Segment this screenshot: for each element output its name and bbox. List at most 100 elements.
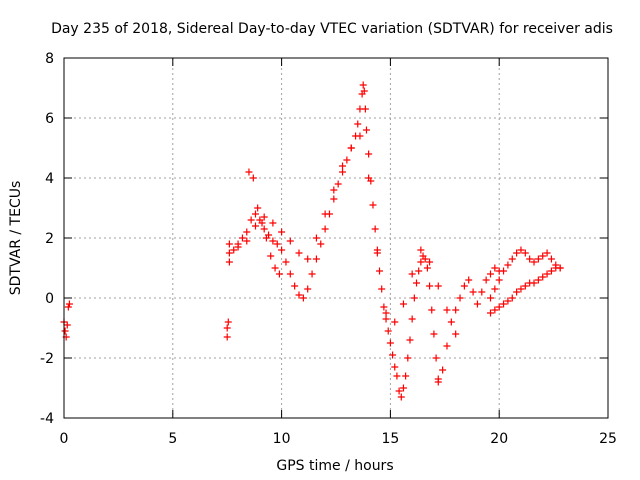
data-point bbox=[376, 267, 384, 275]
data-point bbox=[428, 306, 436, 314]
data-point bbox=[271, 264, 279, 272]
data-point bbox=[434, 282, 442, 290]
data-point bbox=[262, 234, 270, 242]
data-point bbox=[225, 249, 233, 257]
data-point bbox=[378, 285, 386, 293]
data-point bbox=[399, 384, 407, 392]
data-point bbox=[447, 318, 455, 326]
data-point bbox=[526, 255, 534, 263]
data-point bbox=[397, 393, 405, 401]
data-point bbox=[426, 258, 434, 266]
data-point bbox=[321, 225, 329, 233]
data-point bbox=[251, 210, 259, 218]
data-point bbox=[61, 327, 69, 335]
data-point bbox=[321, 210, 329, 218]
data-point bbox=[63, 321, 71, 329]
data-point bbox=[517, 246, 525, 254]
data-point bbox=[543, 249, 551, 257]
data-point bbox=[465, 276, 473, 284]
data-point bbox=[495, 276, 503, 284]
data-point bbox=[495, 303, 503, 311]
data-point bbox=[547, 267, 555, 275]
series-trace-e bbox=[245, 168, 283, 278]
data-point bbox=[299, 294, 307, 302]
data-point bbox=[273, 240, 281, 248]
data-point bbox=[547, 255, 555, 263]
y-tick-label: -4 bbox=[40, 411, 54, 427]
data-point bbox=[408, 270, 416, 278]
data-point bbox=[417, 246, 425, 254]
data-point bbox=[404, 354, 412, 362]
data-point bbox=[64, 303, 72, 311]
data-point bbox=[361, 105, 369, 113]
y-tick-label: 2 bbox=[45, 231, 54, 247]
data-point bbox=[491, 285, 499, 293]
data-point bbox=[295, 291, 303, 299]
data-point bbox=[413, 279, 421, 287]
data-point bbox=[543, 270, 551, 278]
data-point bbox=[295, 249, 303, 257]
data-point bbox=[534, 276, 542, 284]
y-axis-label: SDTVAR / TECUs bbox=[8, 181, 24, 296]
data-point bbox=[500, 267, 508, 275]
chart-title: Day 235 of 2018, Sidereal Day-to-day VTE… bbox=[51, 21, 613, 37]
data-point bbox=[513, 288, 521, 296]
data-point bbox=[504, 297, 512, 305]
data-point bbox=[508, 255, 516, 263]
data-point bbox=[382, 315, 390, 323]
data-point bbox=[491, 306, 499, 314]
data-point bbox=[452, 330, 460, 338]
data-point bbox=[369, 201, 377, 209]
data-point bbox=[539, 273, 547, 281]
x-tick-label: 25 bbox=[599, 431, 617, 447]
data-point bbox=[312, 234, 320, 242]
y-tick-label: 6 bbox=[45, 111, 54, 127]
series-trace-c bbox=[225, 81, 442, 401]
data-point bbox=[278, 246, 286, 254]
data-point bbox=[249, 174, 257, 182]
data-point bbox=[65, 300, 73, 308]
data-point bbox=[269, 219, 277, 227]
data-point bbox=[247, 216, 255, 224]
data-point bbox=[386, 339, 394, 347]
data-point bbox=[380, 303, 388, 311]
data-point bbox=[473, 300, 481, 308]
series-trace-h bbox=[486, 264, 564, 317]
x-tick-label: 20 bbox=[490, 431, 508, 447]
data-point bbox=[230, 246, 238, 254]
data-point bbox=[312, 255, 320, 263]
data-point bbox=[286, 237, 294, 245]
data-point bbox=[304, 255, 312, 263]
data-point bbox=[521, 249, 529, 257]
data-point bbox=[224, 318, 232, 326]
data-point bbox=[234, 243, 242, 251]
x-tick-label: 10 bbox=[273, 431, 291, 447]
data-point bbox=[339, 168, 347, 176]
series-trace-d bbox=[234, 132, 460, 338]
data-point bbox=[343, 156, 351, 164]
data-point bbox=[238, 234, 246, 242]
data-point bbox=[359, 81, 367, 89]
data-point bbox=[406, 336, 414, 344]
data-point bbox=[393, 372, 401, 380]
series-trace-b bbox=[223, 240, 233, 341]
data-point bbox=[360, 87, 368, 95]
data-point bbox=[486, 270, 494, 278]
data-point bbox=[304, 285, 312, 293]
data-point bbox=[225, 258, 233, 266]
data-point bbox=[521, 282, 529, 290]
data-point bbox=[384, 327, 392, 335]
data-points bbox=[60, 81, 564, 401]
data-point bbox=[430, 330, 438, 338]
data-point bbox=[245, 168, 253, 176]
y-tick-label: -2 bbox=[40, 351, 54, 367]
data-point bbox=[478, 288, 486, 296]
data-point bbox=[282, 258, 290, 266]
data-point bbox=[530, 258, 538, 266]
data-point bbox=[399, 300, 407, 308]
data-point bbox=[223, 333, 231, 341]
data-point bbox=[486, 294, 494, 302]
data-point bbox=[382, 309, 390, 317]
x-tick-label: 15 bbox=[381, 431, 399, 447]
